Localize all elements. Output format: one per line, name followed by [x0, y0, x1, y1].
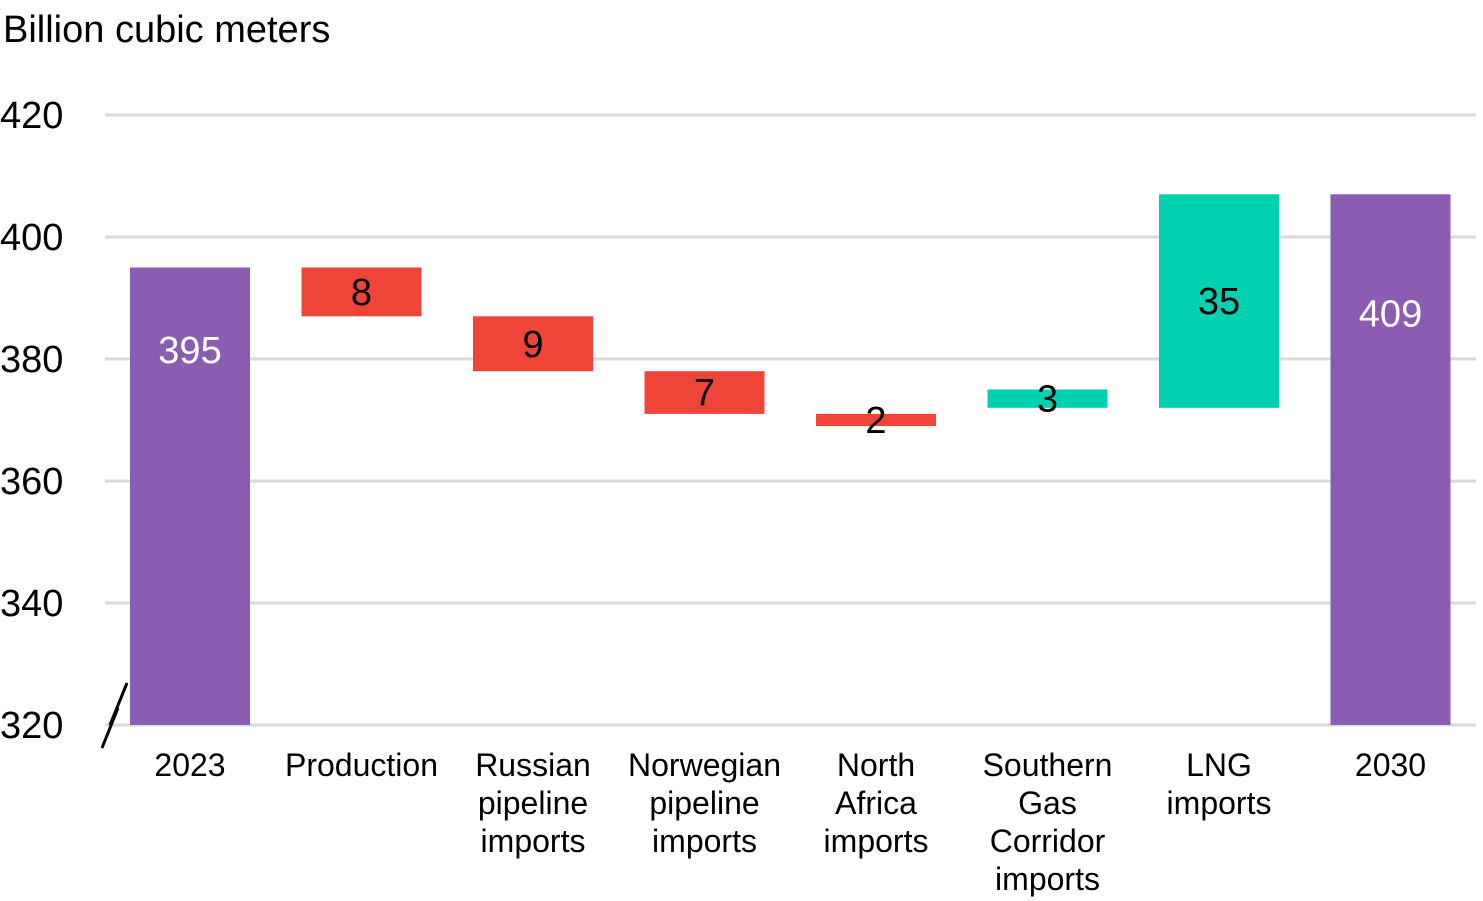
- y-tick-label: 420: [0, 95, 63, 137]
- data-labels: 395 8 9 7 2 3 35 409: [158, 272, 1422, 442]
- category-label: imports: [995, 861, 1100, 897]
- data-label: 8: [351, 272, 372, 314]
- data-label: 9: [522, 324, 543, 366]
- category-label: pipeline: [649, 785, 759, 821]
- bar-decrease: [644, 371, 765, 414]
- category-label: Russian: [475, 747, 591, 783]
- data-label: 35: [1198, 281, 1240, 323]
- bar-increase: [987, 389, 1108, 408]
- y-axis-title: Billion cubic meters: [3, 9, 330, 51]
- category-label: 2023: [154, 747, 225, 783]
- category-label: Gas: [1018, 785, 1077, 821]
- category-labels: 2023 Production RussianpipelineimportsNorw…: [154, 747, 1426, 897]
- gridlines: [105, 113, 1476, 727]
- bar-total: [1330, 194, 1451, 726]
- data-label: 395: [158, 330, 221, 372]
- data-label: 7: [694, 373, 715, 415]
- bar-decrease: [301, 267, 422, 317]
- category-label: North: [837, 747, 915, 783]
- category-label: imports: [481, 823, 586, 859]
- bars: [130, 194, 1451, 726]
- category-label: imports: [824, 823, 929, 859]
- axis-break-marker: [100, 682, 129, 749]
- bar-total: [130, 267, 250, 725]
- category-label: Southern: [983, 747, 1113, 783]
- category-label: imports: [1167, 785, 1272, 821]
- y-tick-label: 380: [0, 339, 63, 381]
- category-label: pipeline: [478, 785, 588, 821]
- y-tick-labels: 320 340 360 380 400 420: [0, 95, 63, 747]
- y-tick-label: 400: [0, 217, 63, 259]
- bar-increase: [1159, 194, 1279, 408]
- bar-decrease: [473, 316, 593, 372]
- y-tick-label: 360: [0, 461, 63, 503]
- data-label: 409: [1359, 293, 1422, 335]
- y-tick-label: 320: [0, 705, 63, 747]
- category-label: imports: [652, 823, 757, 859]
- category-label: Corridor: [990, 823, 1106, 859]
- y-tick-label: 340: [0, 583, 63, 625]
- category-label: Africa: [835, 785, 917, 821]
- axis-break-line: [100, 707, 120, 749]
- data-label: 3: [1037, 379, 1058, 421]
- category-label: 2030: [1355, 747, 1426, 783]
- category-label: Production: [285, 747, 438, 783]
- category-label: Norwegian: [628, 747, 781, 783]
- bar-decrease: [816, 413, 936, 427]
- data-label: 2: [865, 400, 886, 442]
- category-label: LNG: [1186, 747, 1252, 783]
